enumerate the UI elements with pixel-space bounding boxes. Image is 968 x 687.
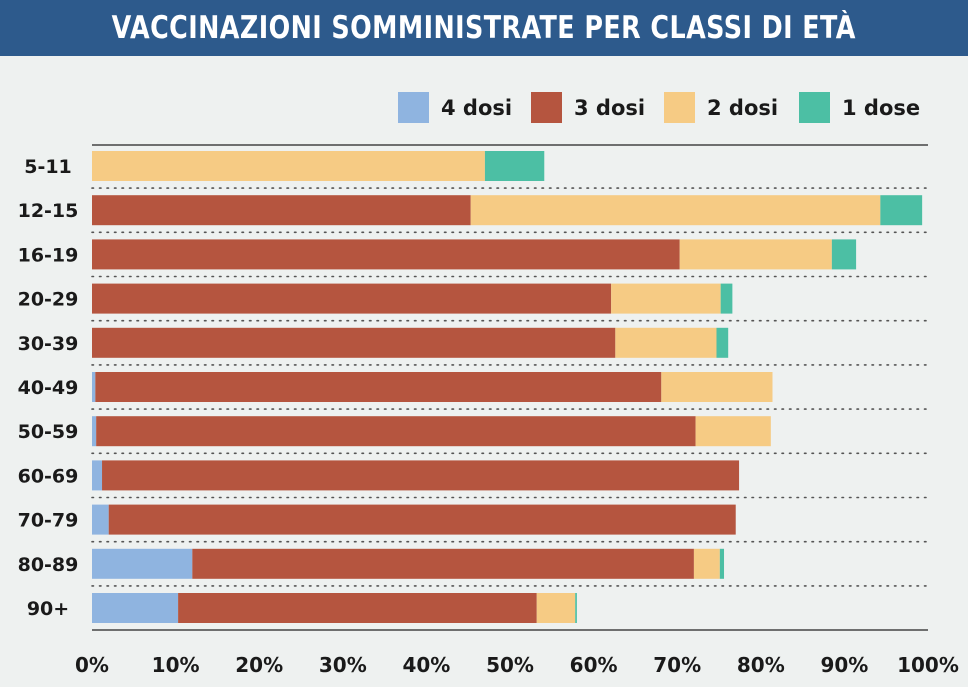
bar-3-dosi-80-89 — [192, 548, 694, 579]
bar-1-dose-80-89 — [719, 548, 725, 579]
gridlines — [91, 144, 929, 631]
bar-1-dose-90+ — [575, 593, 577, 623]
y-tick-label: 70-79 — [18, 510, 79, 532]
bar-2-dosi-12-15 — [470, 195, 881, 226]
legend-item-2-dosi: 2 dosi — [664, 92, 778, 123]
y-tick-label: 50-59 — [18, 421, 79, 443]
bar-1-dose-30-39 — [716, 327, 729, 358]
bars — [92, 151, 923, 623]
legend-label: 1 dose — [842, 96, 920, 120]
bar-3-dosi-12-15 — [92, 195, 471, 226]
y-tick-label: 40-49 — [18, 377, 79, 399]
chart-title-bar: VACCINAZIONI SOMMINISTRATE PER CLASSI DI… — [0, 0, 968, 56]
bar-2-dosi-30-39 — [615, 327, 717, 358]
y-axis-labels: 5-11 12-15 16-19 20-29 30-39 40-49 50-59 60-69 7… — [18, 156, 79, 620]
bar-3-dosi-40-49 — [95, 372, 662, 402]
y-tick-label: 5-11 — [24, 156, 72, 178]
bar-1-dose-5-11 — [484, 151, 545, 181]
y-tick-label: 12-15 — [18, 200, 79, 222]
y-tick-label: 16-19 — [18, 244, 79, 266]
bar-3-dosi-16-19 — [92, 239, 680, 270]
bar-2-dosi-16-19 — [679, 239, 832, 270]
bar-3-dosi-20-29 — [92, 283, 612, 314]
bar-2-dosi-5-11 — [92, 151, 485, 181]
bar-4-dosi-90+ — [92, 593, 179, 623]
bar-4-dosi-70-79 — [92, 504, 109, 535]
bar-1-dose-12-15 — [880, 195, 923, 226]
chart: 4 dosi 3 dosi 2 dosi 1 dose 5-11 12-15 16-19 2… — [18, 92, 959, 677]
legend-item-4-dosi: 4 dosi — [398, 92, 512, 123]
legend-item-3-dosi: 3 dosi — [531, 92, 645, 123]
legend-swatch — [799, 92, 830, 123]
x-tick-label: 30% — [319, 653, 367, 677]
x-tick-label: 90% — [820, 653, 868, 677]
x-tick-label: 80% — [737, 653, 785, 677]
x-tick-label: 10% — [152, 653, 200, 677]
y-tick-label: 20-29 — [18, 289, 79, 311]
x-axis-labels: 0% 10% 20% 30% 40% 50% 60% 70% 80% 90% 100% — [75, 653, 959, 677]
bar-1-dose-20-29 — [720, 283, 733, 314]
legend-swatch — [531, 92, 562, 123]
bar-3-dosi-70-79 — [108, 504, 736, 535]
y-tick-label: 90+ — [27, 598, 69, 620]
bar-3-dosi-60-69 — [102, 460, 740, 491]
bar-4-dosi-60-69 — [92, 460, 103, 491]
x-tick-label: 40% — [402, 653, 450, 677]
legend-label: 2 dosi — [707, 96, 778, 120]
legend-swatch — [398, 92, 429, 123]
legend: 4 dosi 3 dosi 2 dosi 1 dose — [398, 92, 920, 123]
y-tick-label: 30-39 — [18, 333, 79, 355]
bar-2-dosi-80-89 — [693, 548, 720, 579]
x-tick-label: 60% — [570, 653, 618, 677]
x-tick-label: 70% — [653, 653, 701, 677]
bar-4-dosi-40-49 — [92, 372, 96, 402]
y-tick-label: 60-69 — [18, 465, 79, 487]
bar-2-dosi-90+ — [536, 593, 576, 623]
bar-3-dosi-90+ — [178, 593, 537, 623]
legend-item-1-dose: 1 dose — [799, 92, 920, 123]
legend-swatch — [664, 92, 695, 123]
legend-label: 3 dosi — [574, 96, 645, 120]
x-tick-label: 20% — [235, 653, 283, 677]
bar-1-dose-16-19 — [831, 239, 857, 270]
x-tick-label: 100% — [897, 653, 959, 677]
bar-2-dosi-20-29 — [611, 283, 721, 314]
chart-title: VACCINAZIONI SOMMINISTRATE PER CLASSI DI… — [111, 10, 857, 46]
bar-4-dosi-50-59 — [92, 416, 97, 447]
bar-2-dosi-40-49 — [661, 372, 773, 402]
x-tick-label: 50% — [486, 653, 534, 677]
legend-label: 4 dosi — [441, 96, 512, 120]
bar-4-dosi-80-89 — [92, 548, 193, 579]
bar-3-dosi-30-39 — [92, 327, 616, 358]
x-tick-label: 0% — [75, 653, 109, 677]
bar-2-dosi-50-59 — [695, 416, 771, 447]
bar-3-dosi-50-59 — [96, 416, 696, 447]
y-tick-label: 80-89 — [18, 554, 79, 576]
